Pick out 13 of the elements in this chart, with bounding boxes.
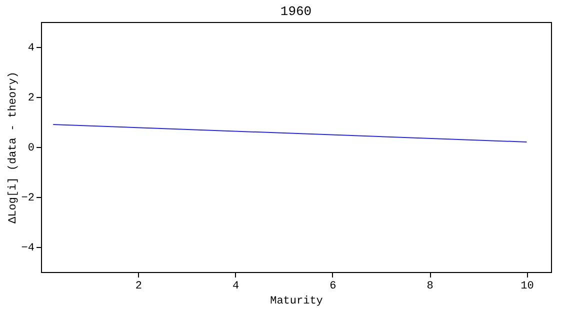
x-tick-label: 8 — [426, 280, 434, 292]
x-tick-label: 4 — [232, 280, 240, 292]
chart-title: 1960 — [280, 4, 312, 19]
y-tick-label: −4 — [21, 242, 35, 254]
y-tick-label: 0 — [28, 142, 34, 154]
y-axis-title: ΔLog[i] (data - theory) — [7, 72, 20, 224]
x-tick-label: 2 — [135, 280, 142, 292]
x-tick-label: 10 — [520, 280, 534, 292]
y-tick-label: 4 — [28, 42, 35, 54]
x-tick-label: 6 — [330, 280, 336, 292]
y-tick-label: −2 — [21, 192, 34, 204]
x-axis-title: Maturity — [270, 296, 324, 308]
y-tick-label: 2 — [28, 92, 34, 104]
